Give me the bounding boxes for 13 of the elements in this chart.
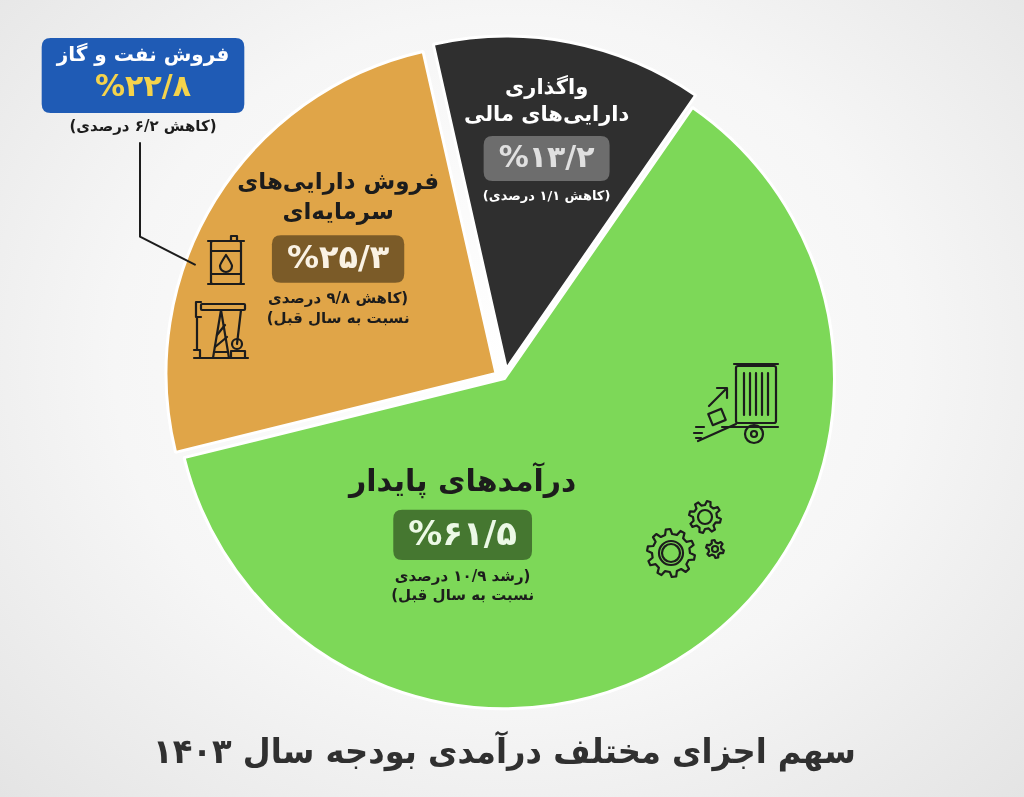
data-label: %۲۵/۳ bbox=[286, 238, 390, 277]
text: (کاهش ۶/۲ درصدی) bbox=[69, 116, 217, 135]
slice-label: واگذاری دارایی‌های مالی bbox=[463, 73, 630, 126]
text: (کاهش ۱/۱ درصدی) bbox=[482, 187, 611, 203]
slice-label: فروش دارایی‌های سرمایه‌ای bbox=[237, 168, 439, 226]
text: %۲۲/۸ bbox=[95, 68, 191, 104]
slice-label: درآمدهای پایدار bbox=[346, 461, 577, 499]
data-label: %۶۱/۵ bbox=[408, 512, 518, 553]
text: (رشد ۱۰/۹ درصدی نسبت به سال قبل) bbox=[391, 566, 535, 605]
text: فروش نفت و گاز bbox=[55, 42, 230, 67]
data-label: %۱۳/۲ bbox=[498, 139, 595, 175]
text: سهم اجزای مختلف درآمدی بودجه سال ۱۴۰۳ bbox=[153, 730, 856, 773]
text: (کاهش ۹/۸ درصدی نسبت به سال قبل) bbox=[266, 289, 410, 327]
